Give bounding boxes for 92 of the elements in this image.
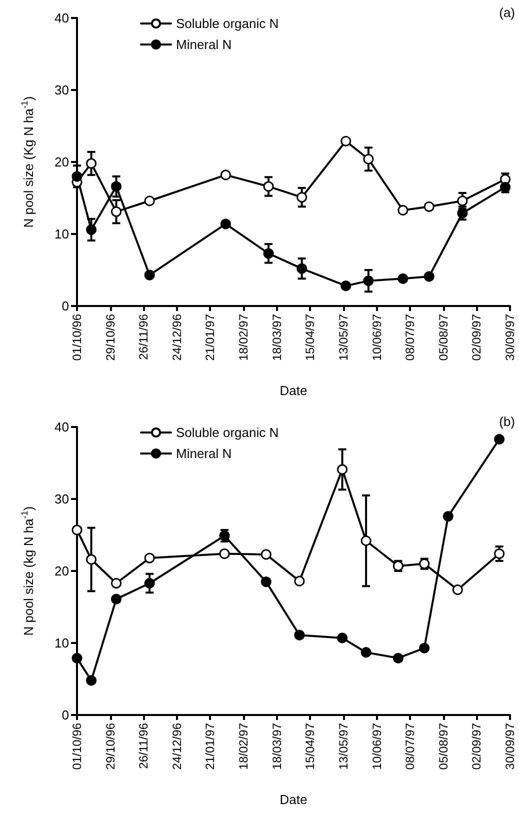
x-tick-label: 21/01/97 xyxy=(203,314,218,361)
point xyxy=(337,464,348,475)
legend-label: Mineral N xyxy=(176,37,232,52)
x-tick-label: 21/01/97 xyxy=(203,722,218,770)
point xyxy=(219,548,230,559)
x-tick-label: 08/07/97 xyxy=(403,314,418,361)
x-tick-label: 10/06/97 xyxy=(370,722,384,770)
legend-label: Soluble organic N xyxy=(176,425,279,440)
point xyxy=(144,578,155,588)
point xyxy=(111,206,122,217)
y-tick-label: 0 xyxy=(62,708,69,722)
x-tick-label: 18/02/97 xyxy=(236,314,251,361)
y-tick-label: 30 xyxy=(54,82,69,98)
y-tick-label: 40 xyxy=(54,420,69,434)
x-tick-label: 29/10/96 xyxy=(103,722,118,770)
y-axis-title: N pool size (kg N ha-1) xyxy=(20,506,36,636)
point xyxy=(363,276,374,286)
x-tick-label: 26/11/96 xyxy=(136,314,151,360)
point xyxy=(424,201,434,212)
y-tick-label: 20 xyxy=(54,154,69,170)
point xyxy=(72,171,82,182)
point xyxy=(294,576,305,586)
point xyxy=(86,158,97,169)
y-tick-label: 20 xyxy=(54,564,69,578)
point xyxy=(494,434,505,444)
point xyxy=(220,218,231,230)
point xyxy=(72,524,82,536)
point xyxy=(220,170,231,180)
point xyxy=(144,552,155,564)
x-tick-label: 24/12/96 xyxy=(170,722,184,770)
x-tick-label: 15/04/97 xyxy=(303,314,318,361)
point xyxy=(260,576,272,588)
x-tick-label: 18/03/97 xyxy=(270,314,284,361)
x-tick-label: 18/03/97 xyxy=(270,722,284,770)
y-tick-label: 30 xyxy=(54,492,69,506)
point xyxy=(442,511,454,522)
point xyxy=(363,154,374,164)
point xyxy=(144,270,155,280)
x-tick-label: 05/08/97 xyxy=(436,722,450,770)
point xyxy=(263,181,274,192)
point xyxy=(144,196,155,206)
point xyxy=(86,554,97,565)
y-tick-label: 10 xyxy=(54,636,69,650)
point xyxy=(360,647,372,658)
point xyxy=(398,204,408,216)
x-tick-label: 15/04/97 xyxy=(303,722,318,770)
x-tick-label: 26/11/96 xyxy=(136,722,151,769)
legend-label: Soluble organic N xyxy=(176,16,279,31)
point xyxy=(392,652,404,664)
y-tick-label: 0 xyxy=(62,298,69,314)
point xyxy=(86,224,97,235)
x-tick-label: 01/10/96 xyxy=(70,314,84,361)
point xyxy=(337,632,348,644)
x-tick-label: 29/10/96 xyxy=(103,314,118,361)
point xyxy=(340,136,352,146)
point xyxy=(111,594,122,604)
y-tick-label: 10 xyxy=(54,226,69,242)
point xyxy=(111,181,122,192)
point xyxy=(398,273,408,284)
point xyxy=(296,263,308,274)
point xyxy=(111,578,122,588)
point xyxy=(424,271,434,282)
x-tick-label: 10/06/97 xyxy=(370,314,384,361)
point xyxy=(452,584,463,595)
point xyxy=(263,248,274,259)
x-tick-label: 08/07/97 xyxy=(403,722,418,770)
point xyxy=(494,548,505,559)
x-tick-label: 18/02/97 xyxy=(236,722,251,770)
point xyxy=(86,675,97,686)
point xyxy=(419,642,430,654)
point xyxy=(360,536,372,546)
x-tick-label: 30/09/97 xyxy=(503,722,517,770)
x-axis-title: Date xyxy=(280,792,308,807)
x-tick-label: 05/08/97 xyxy=(436,314,450,361)
point xyxy=(340,280,352,292)
point xyxy=(294,630,305,640)
x-tick-label: 13/05/97 xyxy=(336,722,350,770)
y-tick-label: 40 xyxy=(54,10,69,26)
x-axis-title: Date xyxy=(280,383,308,398)
x-tick-label: 02/09/97 xyxy=(470,722,484,770)
point xyxy=(72,652,82,664)
annotation: (a) xyxy=(499,5,515,20)
x-tick-label: 02/09/97 xyxy=(470,314,484,361)
point xyxy=(296,192,308,203)
x-tick-label: 30/09/97 xyxy=(503,314,517,361)
x-tick-label: 24/12/96 xyxy=(170,314,184,361)
x-tick-label: 13/05/97 xyxy=(336,314,350,361)
legend-label: Mineral N xyxy=(176,446,232,461)
x-tick-label: 01/10/96 xyxy=(70,722,84,770)
annotation: (b) xyxy=(499,414,515,429)
y-axis-title: N pool size (Kg N ha-1) xyxy=(20,96,36,228)
point xyxy=(260,549,272,560)
